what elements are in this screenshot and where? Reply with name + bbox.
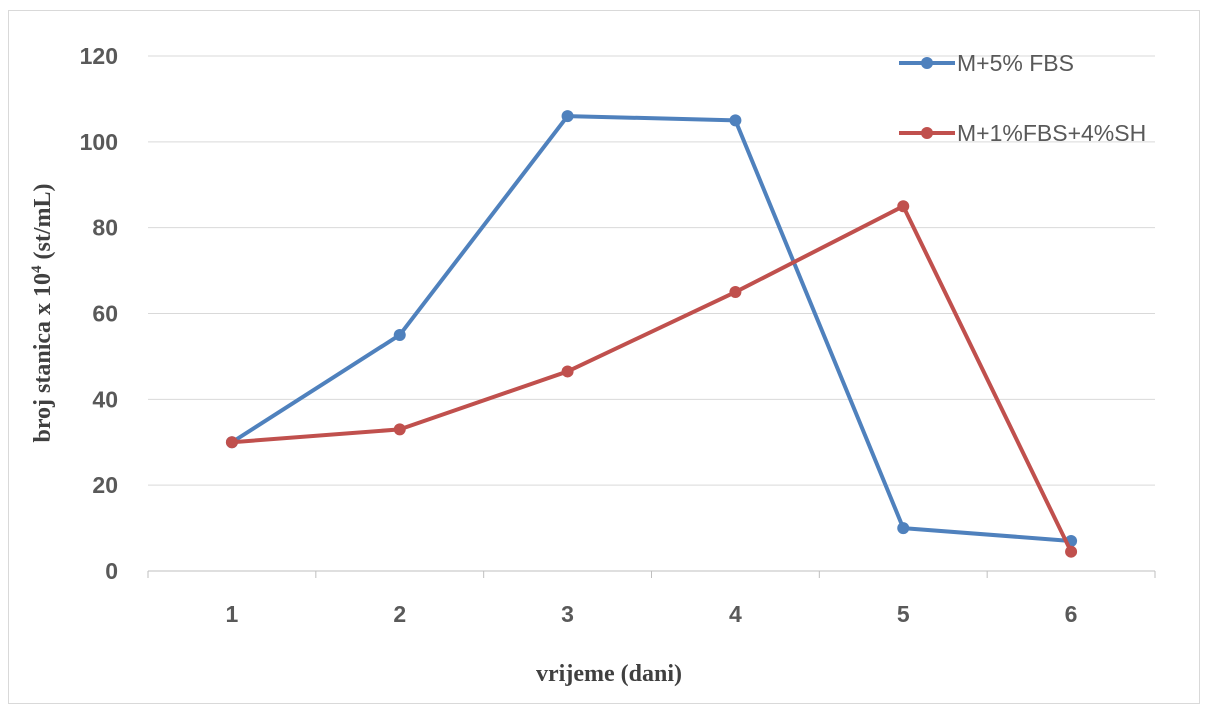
series-1	[225, 110, 1078, 547]
y-tick-label-60: 60	[92, 301, 118, 327]
data-point-s2-2	[393, 423, 406, 436]
legend-label-1: M+5% FBS	[957, 50, 1074, 76]
y-tick-label-20: 20	[92, 472, 118, 498]
legend-label-2: M+1%FBS+4%SH	[957, 120, 1146, 146]
legend-marker-2	[921, 127, 933, 139]
data-point-s2-1	[225, 436, 238, 449]
legend: M+5% FBS M+1%FBS+4%SH	[899, 50, 1146, 146]
data-point-s1-5	[897, 522, 910, 535]
data-point-s1-2	[393, 328, 406, 341]
y-tick-label-40: 40	[92, 386, 118, 412]
data-point-s2-3	[561, 365, 574, 378]
legend-marker-1	[921, 57, 933, 69]
data-point-s2-4	[729, 286, 742, 299]
x-tick-label-5: 5	[897, 601, 910, 627]
x-tick-label-4: 4	[729, 601, 742, 627]
y-axis-title-superscript: 4	[29, 265, 45, 273]
y-axis-title: broj stanica x 104 (st/mL)	[29, 183, 56, 442]
series-2	[225, 200, 1078, 558]
data-point-s1-4	[729, 114, 742, 127]
series-layer	[225, 110, 1078, 558]
x-tick-label-6: 6	[1065, 601, 1078, 627]
series-line-1	[229, 114, 1074, 543]
y-tick-label-120: 120	[80, 43, 118, 69]
data-point-s2-5	[897, 200, 910, 213]
x-tick-label-1: 1	[226, 601, 239, 627]
data-point-s1-3	[561, 110, 574, 123]
y-tick-label-0: 0	[105, 558, 118, 584]
series-line-2	[229, 204, 1074, 554]
axes: 0 20 40 60 80 100 120 1 2 3 4 5 6	[80, 43, 1156, 627]
y-axis-title-suffix: (st/mL)	[30, 183, 56, 265]
data-point-s2-6	[1065, 545, 1078, 558]
gridlines	[148, 55, 1155, 486]
x-tick-label-2: 2	[393, 601, 406, 627]
chart-frame	[8, 10, 1200, 704]
y-axis-title-prefix: broj stanica x 10	[30, 273, 56, 443]
y-tick-label-80: 80	[92, 215, 118, 241]
x-tick-label-3: 3	[561, 601, 574, 627]
x-axis-title: vrijeme (dani)	[536, 661, 682, 687]
y-tick-label-100: 100	[80, 129, 118, 155]
